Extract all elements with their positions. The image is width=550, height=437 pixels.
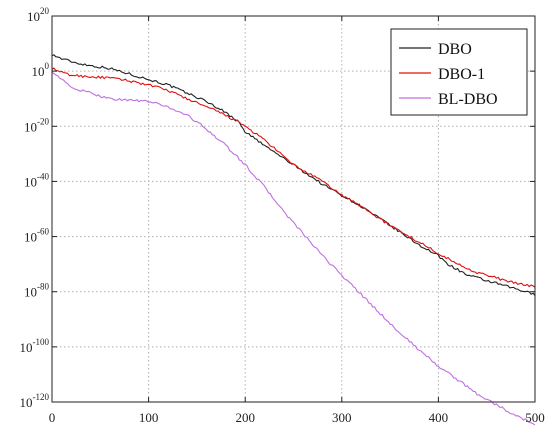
y-tick-label: 10-60 [24,227,49,245]
legend-label: BL-DBO [438,91,498,108]
legend: DBO DBO-1 BL-DBO [390,28,528,116]
series-layer [51,54,536,426]
legend-items: DBO DBO-1 BL-DBO [399,41,498,108]
y-tick-label: 1020 [27,6,50,24]
y-tick-label: 100 [32,61,50,79]
y-tick-label: 10-20 [24,116,49,134]
legend-label: DBO [438,41,472,58]
x-tick-label: 100 [139,410,159,425]
y-tick-label: 10-120 [20,392,50,410]
series-line-bl-dbo [51,71,536,426]
x-tick-label: 0 [49,410,56,425]
x-tick-label: 300 [332,410,352,425]
x-tick-label: 400 [429,410,449,425]
y-tick-label: 10-100 [20,337,50,355]
legend-box [390,28,528,116]
y-tick-label: 10-80 [24,282,49,300]
series-line-dbo-1 [51,67,536,288]
x-tick-label: 200 [235,410,255,425]
tick-layer: 0 100 200 300 400 500 1020 100 10-20 10-40 10-60 10… [20,6,545,425]
plot-frame [51,15,536,403]
x-tick-label: 500 [525,410,545,425]
legend-label: DBO-1 [438,66,485,83]
y-tick-label: 10-40 [24,171,49,189]
